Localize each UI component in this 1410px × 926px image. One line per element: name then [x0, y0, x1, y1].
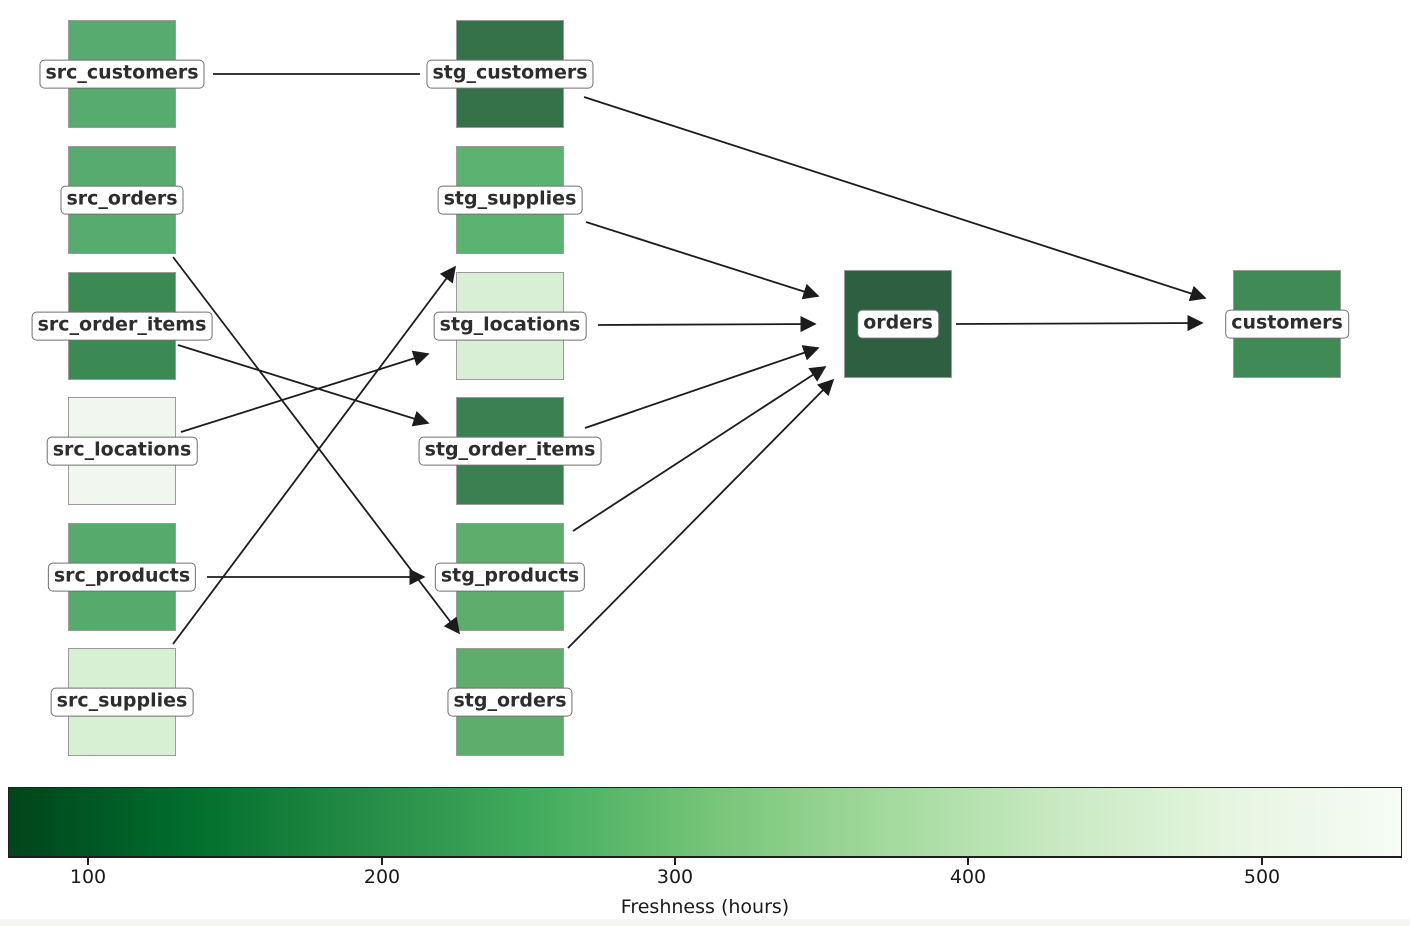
node-label-src_orders: src_orders	[60, 185, 184, 215]
edge-src_order_items-stg_order_items	[177, 344, 430, 427]
node-label-src_customers: src_customers	[39, 59, 205, 89]
node-label-src_locations: src_locations	[46, 436, 198, 466]
node-label-stg_supplies: stg_supplies	[437, 185, 583, 215]
node-label-src_supplies: src_supplies	[50, 687, 194, 717]
colorbar-tick-200	[381, 858, 383, 865]
edge-stg_orders-orders	[567, 378, 835, 649]
colorbar-tick-label: 500	[1243, 866, 1281, 888]
edge-stg_products-orders	[572, 366, 827, 532]
colorbar-tick-label: 400	[949, 866, 987, 888]
node-label-customers: customers	[1225, 309, 1349, 339]
bottom-strip	[0, 919, 1410, 926]
node-label-stg_customers: stg_customers	[426, 59, 594, 89]
node-label-stg_locations: stg_locations	[433, 311, 587, 341]
colorbar-tick-label: 200	[363, 866, 401, 888]
node-label-src_order_items: src_order_items	[31, 311, 213, 341]
colorbar-tick-300	[674, 858, 676, 865]
freshness-colorbar	[8, 787, 1402, 858]
colorbar-tick-400	[967, 858, 969, 865]
colorbar-tick-500	[1261, 858, 1263, 865]
colorbar-axis-label: Freshness (hours)	[620, 896, 790, 918]
edge-orders-customers	[955, 314, 1204, 332]
edge-src_locations-stg_locations	[180, 350, 430, 433]
colorbar-tick-100	[87, 858, 89, 865]
node-label-src_products: src_products	[47, 562, 197, 592]
node-label-stg_order_items: stg_order_items	[418, 436, 602, 466]
edge-stg_locations-orders	[597, 315, 817, 333]
edge-stg_customers-customers	[583, 96, 1207, 302]
node-label-stg_orders: stg_orders	[447, 687, 573, 717]
node-label-orders: orders	[857, 309, 939, 339]
node-label-stg_products: stg_products	[434, 562, 586, 592]
colorbar-tick-label: 100	[69, 866, 107, 888]
edge-stg_order_items-orders	[584, 345, 820, 429]
edge-src_supplies-stg_supplies	[172, 265, 456, 645]
colorbar-tick-label: 300	[656, 866, 694, 888]
edge-stg_supplies-orders	[585, 221, 820, 300]
